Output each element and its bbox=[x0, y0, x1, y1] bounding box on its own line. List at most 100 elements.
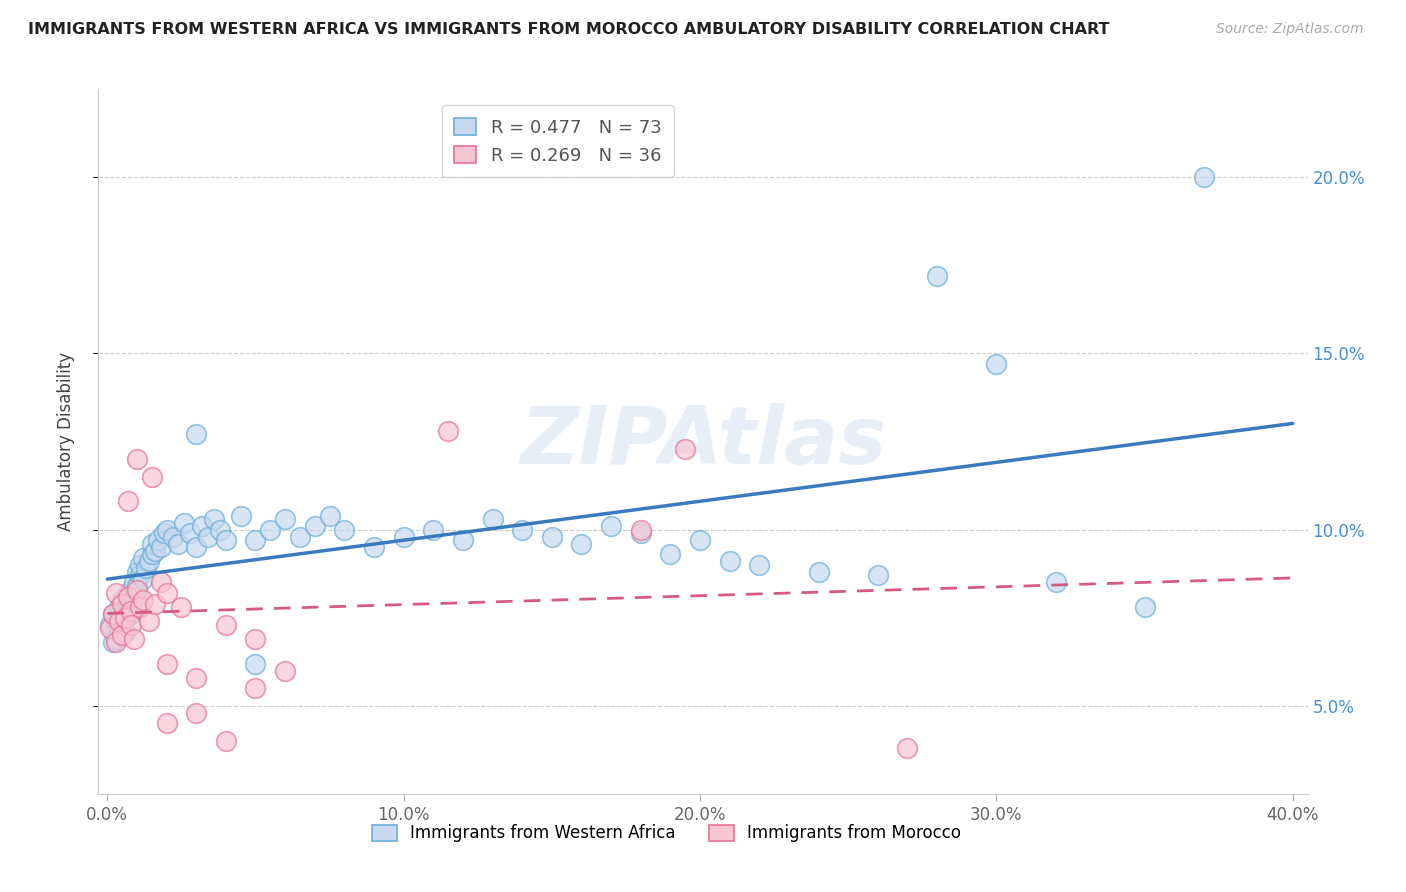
Point bbox=[120, 607, 142, 622]
Point bbox=[122, 575, 145, 590]
Point bbox=[1133, 600, 1156, 615]
Point bbox=[105, 614, 128, 628]
Point bbox=[318, 508, 340, 523]
Point bbox=[125, 565, 148, 579]
Point bbox=[173, 516, 195, 530]
Point bbox=[105, 635, 128, 649]
Point bbox=[274, 664, 297, 678]
Point bbox=[179, 526, 201, 541]
Point bbox=[689, 533, 711, 548]
Point bbox=[437, 424, 460, 438]
Point bbox=[986, 357, 1008, 371]
Point bbox=[111, 593, 134, 607]
Point bbox=[896, 741, 918, 756]
Point bbox=[114, 624, 136, 639]
Point bbox=[149, 540, 172, 554]
Point bbox=[141, 547, 163, 561]
Point bbox=[451, 533, 474, 548]
Point bbox=[186, 706, 208, 720]
Point bbox=[98, 621, 121, 635]
Point bbox=[129, 600, 152, 615]
Point bbox=[807, 565, 830, 579]
Point bbox=[120, 582, 142, 597]
Point bbox=[143, 543, 166, 558]
Point bbox=[122, 632, 145, 646]
Point bbox=[186, 427, 208, 442]
Point bbox=[129, 568, 152, 582]
Point bbox=[208, 523, 231, 537]
Point bbox=[125, 579, 148, 593]
Point bbox=[152, 526, 174, 541]
Point bbox=[600, 519, 623, 533]
Point bbox=[155, 657, 177, 671]
Point bbox=[125, 452, 148, 467]
Point bbox=[245, 632, 267, 646]
Point bbox=[111, 597, 134, 611]
Point bbox=[155, 586, 177, 600]
Point bbox=[170, 600, 193, 615]
Point bbox=[114, 610, 136, 624]
Point bbox=[138, 554, 160, 568]
Point bbox=[215, 617, 238, 632]
Point bbox=[120, 604, 142, 618]
Point bbox=[105, 632, 128, 646]
Point bbox=[392, 530, 415, 544]
Point bbox=[132, 572, 155, 586]
Text: Source: ZipAtlas.com: Source: ZipAtlas.com bbox=[1216, 22, 1364, 37]
Point bbox=[132, 550, 155, 565]
Point bbox=[197, 530, 219, 544]
Point bbox=[259, 523, 281, 537]
Point bbox=[304, 519, 326, 533]
Point bbox=[117, 586, 139, 600]
Point bbox=[571, 537, 593, 551]
Point bbox=[114, 604, 136, 618]
Point bbox=[105, 586, 128, 600]
Point bbox=[288, 530, 311, 544]
Point bbox=[117, 494, 139, 508]
Point bbox=[630, 526, 652, 541]
Point bbox=[108, 621, 131, 635]
Point bbox=[659, 547, 682, 561]
Point bbox=[125, 582, 148, 597]
Point bbox=[1192, 170, 1215, 185]
Point bbox=[673, 442, 696, 456]
Point bbox=[245, 533, 267, 548]
Point bbox=[363, 540, 385, 554]
Point bbox=[191, 519, 214, 533]
Point bbox=[162, 530, 184, 544]
Point bbox=[927, 268, 949, 283]
Point bbox=[135, 561, 157, 575]
Point bbox=[103, 635, 125, 649]
Text: ZIPAtlas: ZIPAtlas bbox=[520, 402, 886, 481]
Point bbox=[117, 597, 139, 611]
Point bbox=[274, 512, 297, 526]
Point bbox=[202, 512, 225, 526]
Point bbox=[229, 508, 252, 523]
Point bbox=[245, 681, 267, 696]
Point bbox=[718, 554, 741, 568]
Y-axis label: Ambulatory Disability: Ambulatory Disability bbox=[56, 352, 75, 531]
Point bbox=[630, 523, 652, 537]
Point bbox=[186, 671, 208, 685]
Point bbox=[117, 590, 139, 604]
Point bbox=[138, 614, 160, 628]
Point bbox=[215, 533, 238, 548]
Point bbox=[146, 533, 169, 548]
Point bbox=[108, 614, 131, 628]
Point bbox=[215, 734, 238, 748]
Point bbox=[108, 600, 131, 615]
Point bbox=[510, 523, 533, 537]
Point bbox=[98, 617, 121, 632]
Point bbox=[245, 657, 267, 671]
Point bbox=[186, 540, 208, 554]
Point bbox=[155, 523, 177, 537]
Point bbox=[111, 610, 134, 624]
Point bbox=[155, 716, 177, 731]
Legend: Immigrants from Western Africa, Immigrants from Morocco: Immigrants from Western Africa, Immigran… bbox=[366, 818, 969, 849]
Point bbox=[132, 593, 155, 607]
Point bbox=[141, 537, 163, 551]
Point bbox=[122, 590, 145, 604]
Point bbox=[129, 558, 152, 572]
Point bbox=[141, 469, 163, 483]
Point bbox=[103, 607, 125, 622]
